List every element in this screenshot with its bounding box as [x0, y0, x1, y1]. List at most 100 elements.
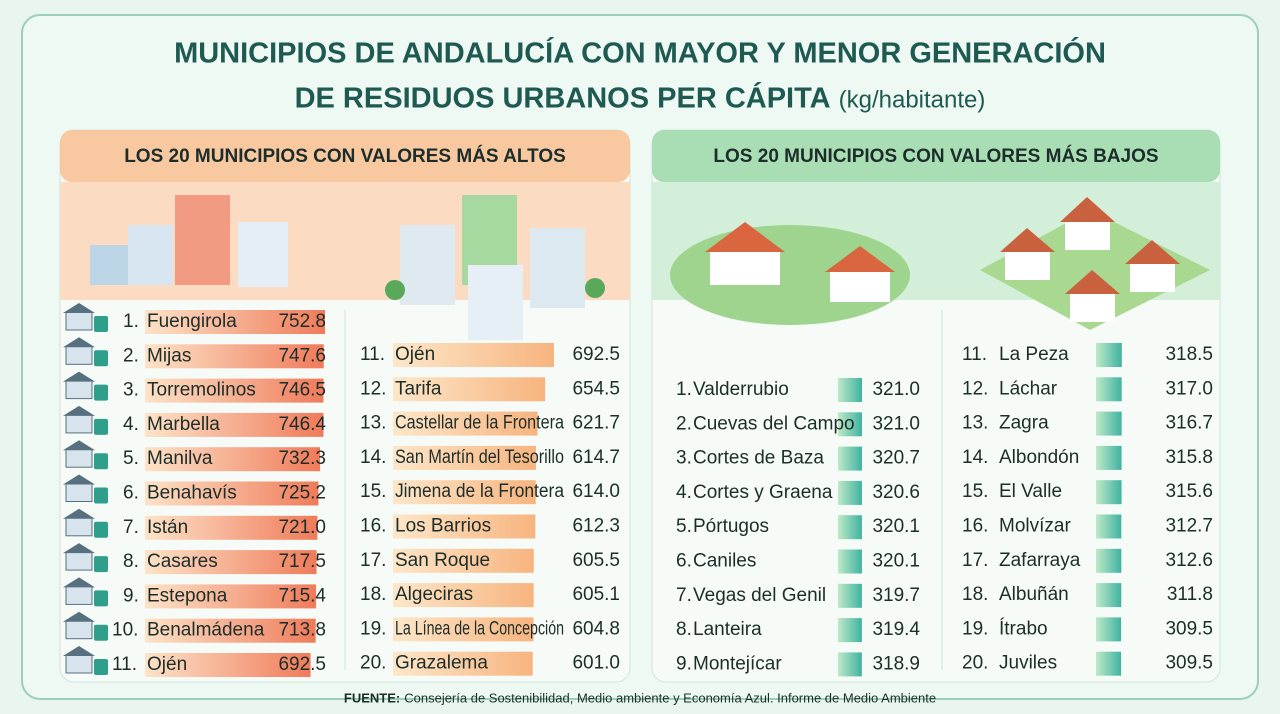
- value: 604.8: [572, 618, 620, 639]
- rank: 11.: [962, 344, 987, 365]
- rank: 14.: [962, 447, 988, 468]
- value: 752.8: [278, 311, 326, 332]
- name: Grazalema: [395, 653, 488, 674]
- title: DE RESIDUOS URBANOS PER CÁPITA: [295, 81, 831, 115]
- bar: [145, 584, 317, 609]
- bin-icon: [94, 521, 108, 538]
- value: 318.9: [872, 653, 920, 674]
- bar: [145, 378, 324, 403]
- house-roof: [63, 405, 95, 416]
- value: 320.1: [872, 516, 920, 537]
- house-icon: [65, 585, 93, 605]
- rank: 19.: [360, 618, 386, 639]
- bar: [1096, 583, 1122, 608]
- bin-icon: [94, 418, 108, 435]
- name: Cuevas del Campo: [693, 413, 855, 434]
- name: Vegas del Genil: [693, 585, 826, 606]
- rank: 15.: [962, 481, 988, 502]
- bar: [838, 618, 862, 643]
- value: 692.5: [572, 344, 620, 365]
- house-icon: [65, 448, 93, 468]
- value: 605.5: [572, 550, 620, 571]
- house-roof: [63, 543, 95, 554]
- value: 309.5: [1165, 653, 1213, 674]
- name: Los Barrios: [395, 516, 491, 537]
- bar: [393, 548, 534, 573]
- value: 721.0: [278, 517, 326, 538]
- rank: 2.: [123, 345, 139, 366]
- bar: [393, 651, 533, 676]
- house-icon: [65, 311, 93, 331]
- bar: [145, 653, 311, 677]
- value: 747.6: [278, 345, 326, 366]
- name: Tarifa: [395, 378, 442, 399]
- value: 320.7: [872, 448, 920, 469]
- rank: 1.: [123, 311, 139, 332]
- name: Molvízar: [999, 516, 1071, 537]
- name: San Roque: [395, 550, 490, 571]
- house-roof: [63, 337, 95, 348]
- panel-heading: LOS 20 MUNICIPIOS CON VALORES MÁS ALTOS: [124, 145, 566, 167]
- bin-icon: [94, 556, 108, 573]
- rank: 20.: [962, 653, 988, 674]
- rank: 17.: [360, 550, 386, 571]
- bar: [145, 481, 319, 506]
- house-roof: [63, 577, 95, 588]
- name: Albuñán: [999, 584, 1069, 605]
- name: Montejícar: [693, 653, 782, 674]
- title: MUNICIPIOS DE ANDALUCÍA CON MAYOR Y MENO…: [174, 36, 1106, 70]
- rank: 9.: [123, 585, 139, 606]
- name: El Valle: [999, 481, 1062, 502]
- bar: [393, 377, 546, 402]
- rank: 11.: [360, 344, 385, 365]
- house-icon: [65, 551, 93, 571]
- rank: 4.: [123, 414, 139, 435]
- name: Valderrubio: [693, 379, 789, 400]
- name: Mijas: [147, 345, 191, 366]
- name: Ojén: [395, 344, 435, 365]
- name: Istán: [147, 517, 188, 538]
- value: 612.3: [572, 516, 620, 537]
- value: 316.7: [1165, 413, 1213, 434]
- house-roof: [63, 474, 95, 485]
- bin-icon: [94, 590, 108, 607]
- name: San Martín del Tesorillo: [395, 447, 564, 468]
- bar: [1096, 548, 1122, 573]
- name: La Línea de la Concepción: [395, 618, 564, 639]
- house-roof: [63, 371, 95, 382]
- bar: [145, 310, 325, 334]
- bar: [838, 652, 862, 677]
- name: Marbella: [147, 414, 220, 435]
- value: 320.6: [872, 482, 920, 503]
- rank: 5.: [676, 516, 692, 537]
- bar: [1096, 617, 1122, 642]
- rank: 9.: [676, 653, 692, 674]
- name: Lanteira: [693, 619, 762, 640]
- bar: [145, 618, 316, 643]
- bar: [393, 343, 554, 367]
- bar: [1096, 343, 1122, 367]
- rank: 3.: [676, 448, 692, 469]
- name: Cortes y Graena: [693, 482, 833, 503]
- house-icon: [65, 414, 93, 434]
- name: Estepona: [147, 585, 228, 606]
- rank: 6.: [123, 483, 139, 504]
- rank: 3.: [123, 380, 139, 401]
- bin-icon: [94, 453, 108, 470]
- name: Pórtugos: [693, 516, 769, 537]
- value: 320.1: [872, 551, 920, 572]
- bar: [838, 412, 862, 437]
- rank: 19.: [962, 618, 988, 639]
- bar: [393, 514, 536, 539]
- value: 309.5: [1165, 618, 1213, 639]
- rank: 2.: [676, 413, 692, 434]
- bin-icon: [94, 316, 108, 332]
- value: 312.7: [1165, 516, 1213, 537]
- source-label: FUENTE:: [344, 690, 400, 705]
- value: 605.1: [572, 584, 620, 605]
- name: Juviles: [999, 653, 1057, 674]
- name: Zafarraya: [999, 550, 1081, 571]
- rank: 13.: [360, 413, 386, 434]
